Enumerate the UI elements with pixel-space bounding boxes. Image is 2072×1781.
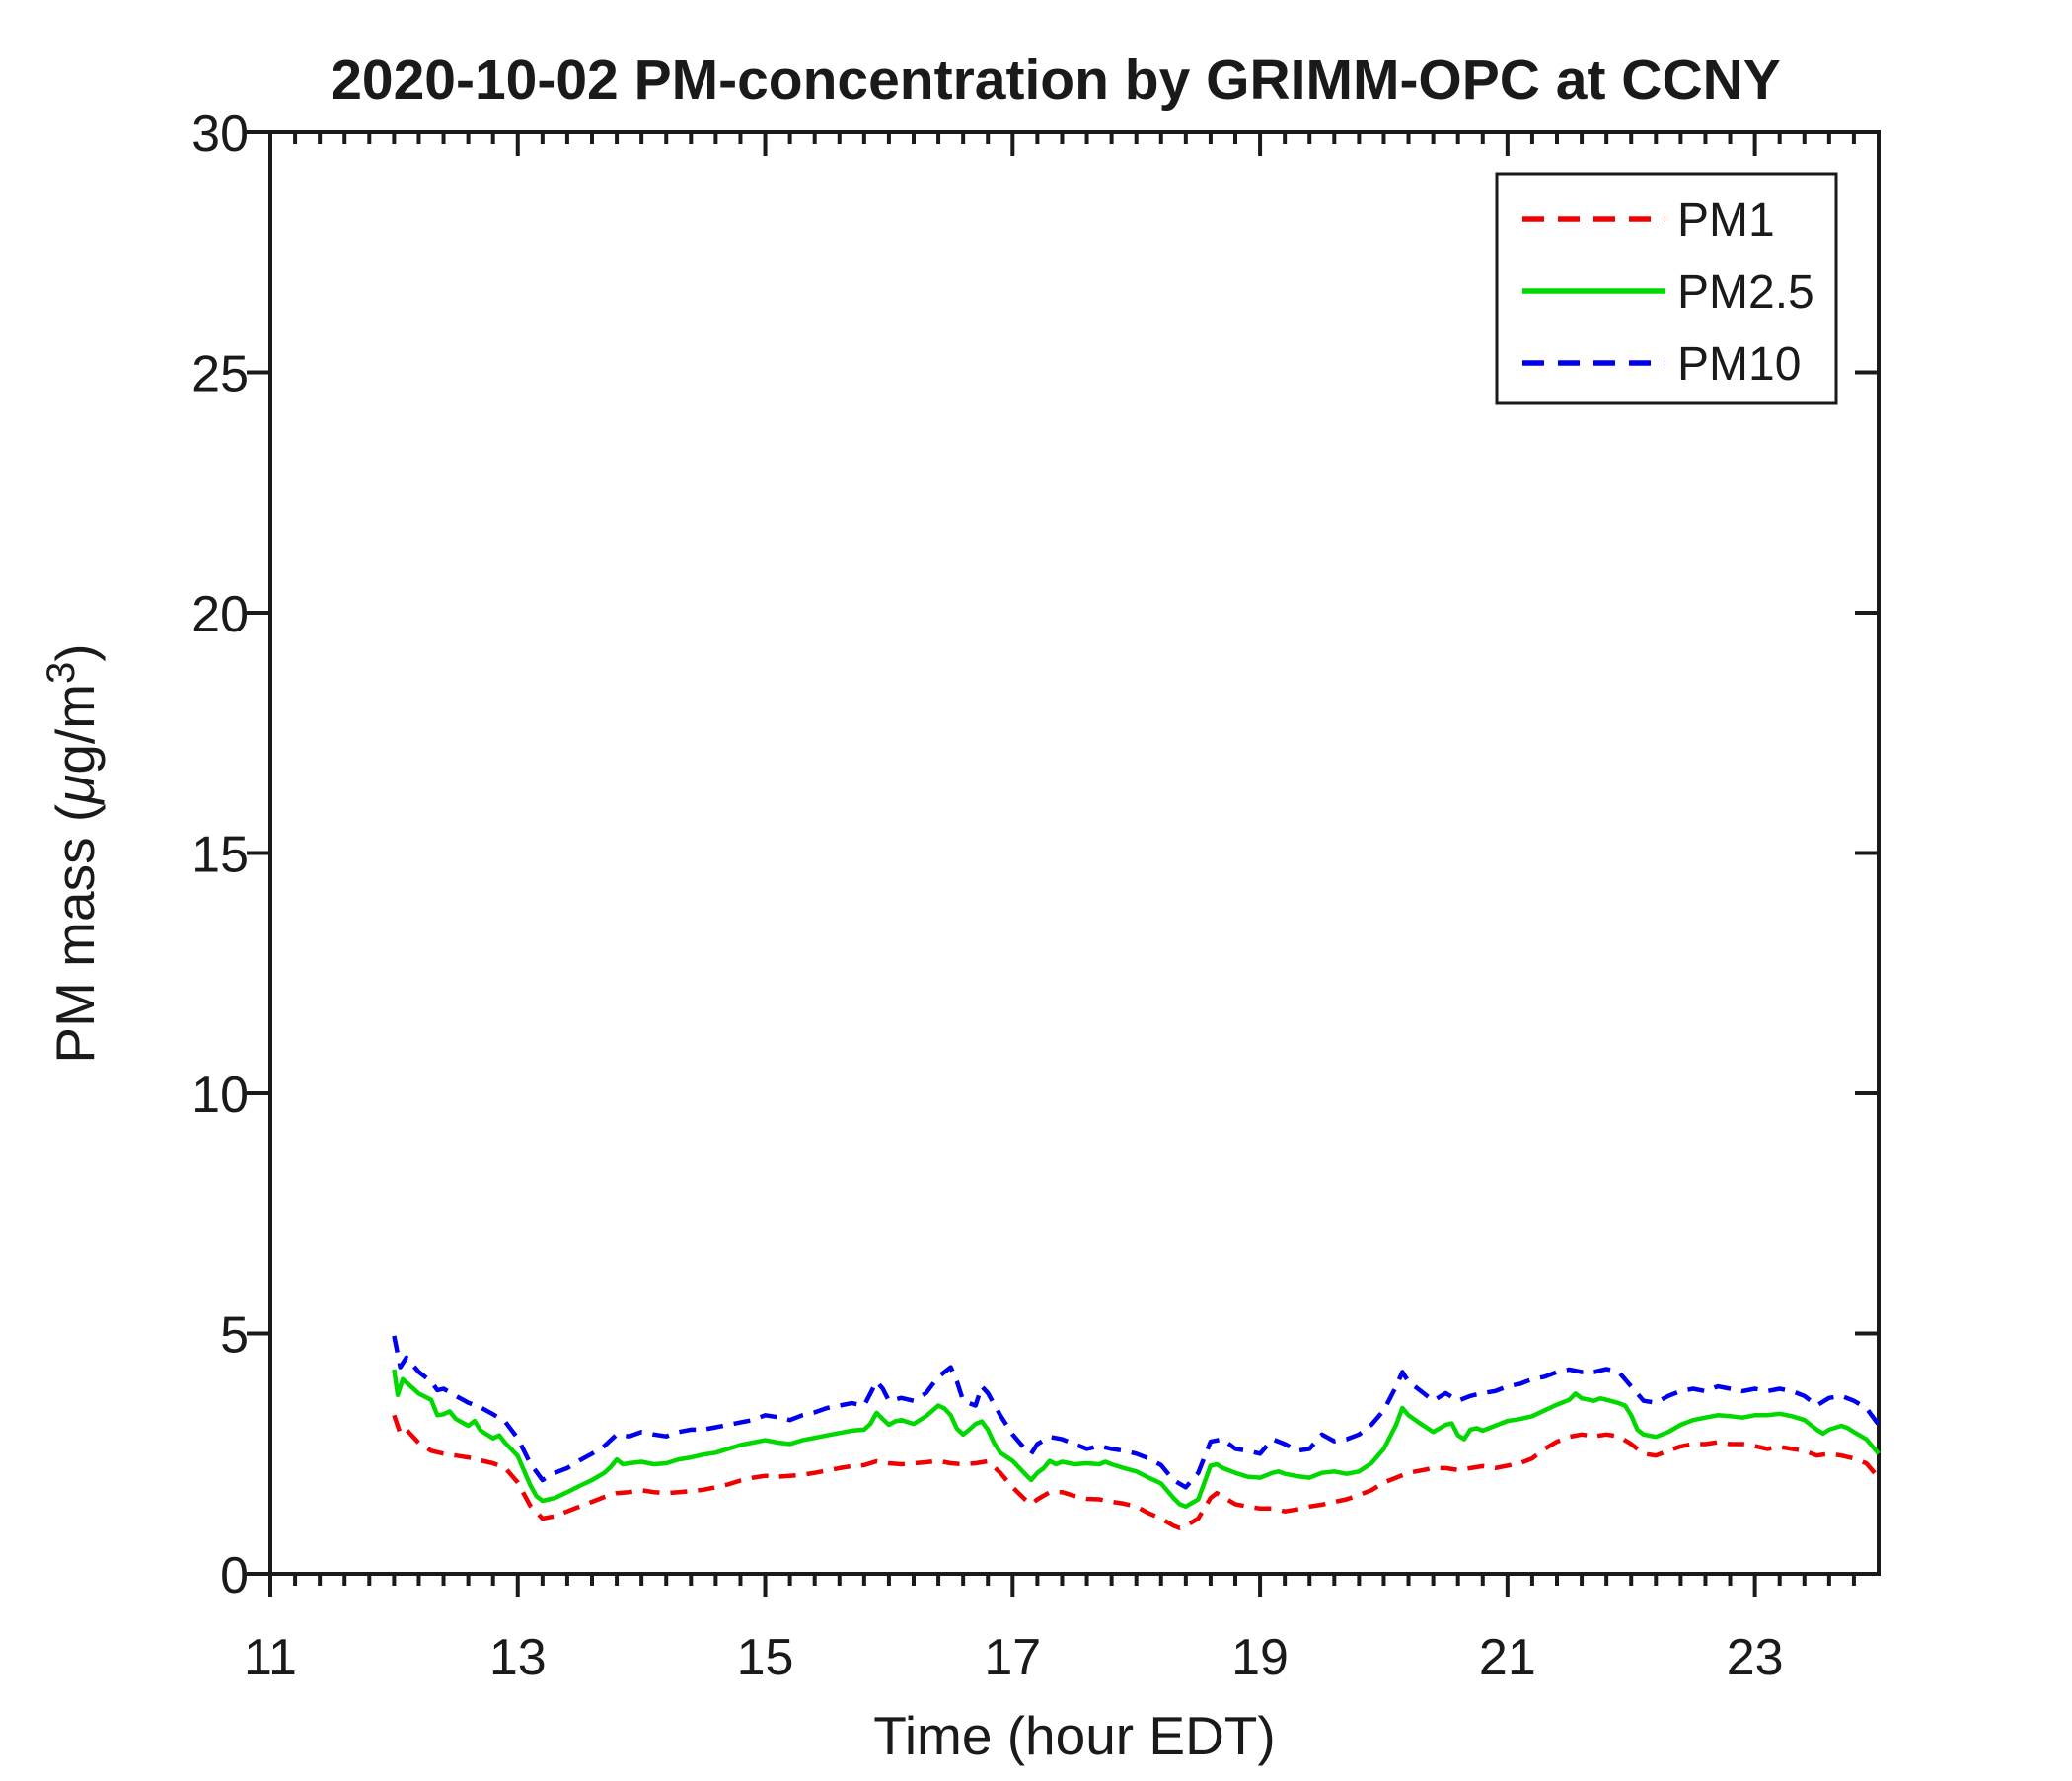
x-tick-label: 11: [244, 1629, 297, 1686]
chart-title: 2020-10-02 PM-concentration by GRIMM-OPC…: [331, 48, 1781, 111]
y-axis-label-mu: μ: [44, 775, 106, 806]
y-tick-label: 20: [191, 586, 249, 643]
x-axis-label: Time (hour EDT): [873, 1705, 1275, 1766]
y-tick-label: 5: [220, 1307, 249, 1365]
x-tick-label: 13: [489, 1629, 547, 1686]
y-tick-label: 15: [191, 827, 249, 884]
y-axis-label: PM mass (μg/m3): [39, 643, 106, 1063]
y-tick-label: 30: [191, 106, 249, 163]
y-tick-label: 0: [220, 1547, 249, 1604]
x-tick-label: 19: [1231, 1629, 1289, 1686]
y-tick-label: 25: [191, 346, 249, 404]
legend-label-pm10: PM10: [1677, 338, 1801, 391]
axis-ticks: [247, 130, 1879, 1597]
legend: PM1 PM2.5 PM10: [1495, 172, 1838, 405]
x-tick-label: 23: [1727, 1629, 1784, 1686]
legend-label-pm2_5: PM2.5: [1677, 266, 1814, 319]
legend-box: [1495, 172, 1838, 405]
y-tick-label: 10: [191, 1067, 249, 1124]
pm2_5-series-line: [392, 1369, 1881, 1510]
legend-label-pm1: PM1: [1677, 194, 1775, 247]
y-axis-label-mid: g/m: [44, 684, 106, 775]
y-axis-label-prefix: PM mass (: [44, 804, 106, 1064]
x-tick-label: 17: [984, 1629, 1041, 1686]
x-tick-label: 15: [737, 1629, 794, 1686]
x-tick-label: 21: [1479, 1629, 1536, 1686]
y-axis-label-superscript: 3: [39, 662, 83, 684]
series-curves: [392, 1335, 1881, 1530]
axis-tick-labels: 11 13 15 17 19 21 23 0 5 10 15 20 25 30: [191, 106, 1783, 1686]
y-axis-label-suffix: ): [44, 643, 106, 661]
pm10-series-line: [392, 1335, 1881, 1490]
